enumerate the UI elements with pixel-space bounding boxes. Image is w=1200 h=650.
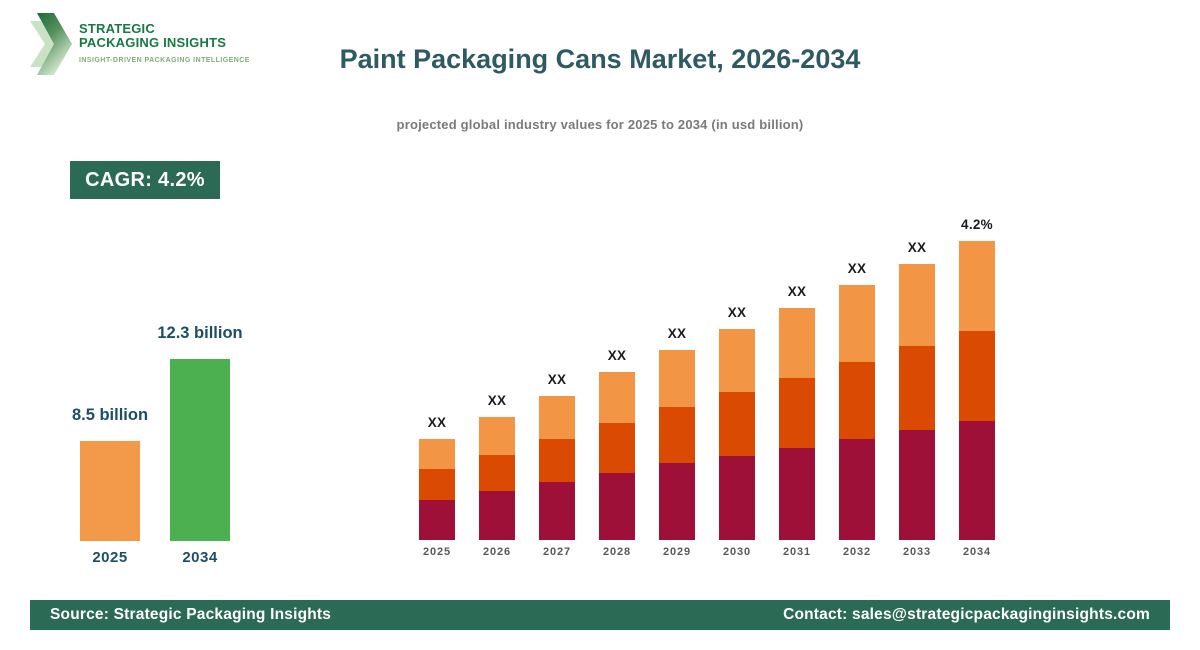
segment-bottom — [719, 456, 755, 540]
segment-bottom — [899, 430, 935, 540]
segment-top — [659, 350, 695, 407]
segment-middle — [599, 423, 635, 473]
segment-middle — [839, 362, 875, 439]
projection-stacked-chart: XX 2025 XX 2026 XX 2027 XX 2028 XX 2029 XX 2030 XX 20… — [419, 217, 995, 558]
segment-bottom — [959, 421, 995, 540]
bar-value-label: XX — [487, 393, 507, 408]
segment-bottom — [419, 500, 455, 540]
x-axis-label: 2026 — [482, 546, 512, 558]
bar-value-label: XX — [907, 240, 927, 255]
footer-bar: Source: Strategic Packaging Insights Con… — [30, 600, 1170, 630]
logo-tagline: INSIGHT-DRIVEN PACKAGING INTELLIGENCE — [79, 56, 250, 64]
stacked-bar-2033: XX 2033 — [899, 240, 935, 558]
x-axis-label: 2029 — [662, 546, 692, 558]
logo-text: STRATEGIC PACKAGING INSIGHTS INSIGHT-DRI… — [79, 13, 250, 64]
bar-value-label: XX — [787, 284, 807, 299]
page-title: Paint Packaging Cans Market, 2026-2034 — [339, 44, 861, 74]
segment-top — [899, 264, 935, 346]
summary-growth-chart: 8.5 billion 2025 12.3 billion 2034 — [72, 324, 243, 566]
bar-value-label: XX — [847, 261, 867, 276]
summary-value-label: 12.3 billion — [157, 324, 243, 342]
segment-bottom — [839, 439, 875, 540]
bar-value-label: 4.2% — [961, 217, 993, 232]
page-subtitle: projected global industry values for 202… — [396, 117, 804, 132]
summary-bar-2025: 8.5 billion 2025 — [72, 406, 148, 566]
x-axis-label: 2028 — [602, 546, 632, 558]
summary-value-label: 8.5 billion — [71, 406, 149, 424]
stacked-bar-2027: XX 2027 — [539, 372, 575, 558]
segment-bottom — [779, 448, 815, 540]
logo: STRATEGIC PACKAGING INSIGHTS INSIGHT-DRI… — [30, 13, 250, 75]
bar-value-label: XX — [427, 415, 447, 430]
bar-value-label: XX — [547, 372, 567, 387]
segment-middle — [719, 392, 755, 456]
segment-middle — [779, 378, 815, 448]
logo-name-line1: STRATEGIC — [79, 21, 155, 36]
segment-middle — [959, 331, 995, 421]
segment-top — [419, 439, 455, 469]
stacked-bar-2026: XX 2026 — [479, 393, 515, 558]
logo-name-line2: PACKAGING INSIGHTS — [79, 34, 227, 50]
segment-bottom — [659, 463, 695, 540]
stacked-bar-2032: XX 2032 — [839, 261, 875, 558]
segment-top — [719, 329, 755, 392]
summary-axis-label: 2034 — [182, 549, 218, 566]
x-axis-label: 2033 — [902, 546, 932, 558]
segment-bottom — [479, 491, 515, 540]
footer-contact: Contact: sales@strategicpackaginginsight… — [783, 606, 1150, 623]
stacked-bar-2029: XX 2029 — [659, 326, 695, 558]
segment-middle — [539, 439, 575, 482]
summary-bar-2034: 12.3 billion 2034 — [157, 324, 242, 566]
x-axis-label: 2031 — [782, 546, 812, 558]
segment-top — [479, 417, 515, 455]
segment-bottom — [539, 482, 575, 540]
bar-value-label: XX — [607, 348, 627, 363]
summary-axis-label: 2025 — [92, 549, 128, 566]
x-axis-label: 2034 — [962, 546, 992, 558]
segment-top — [599, 372, 635, 423]
segment-top — [539, 396, 575, 439]
x-axis-label: 2030 — [722, 546, 752, 558]
footer-source: Source: Strategic Packaging Insights — [50, 606, 332, 623]
stacked-bar-2031: XX 2031 — [779, 284, 815, 558]
segment-middle — [419, 469, 455, 500]
bar-value-label: XX — [667, 326, 687, 341]
stacked-bar-2034: 4.2% 2034 — [959, 217, 995, 558]
x-axis-label: 2032 — [842, 546, 872, 558]
segment-middle — [479, 455, 515, 491]
stacked-bar-2025: XX 2025 — [419, 415, 455, 558]
segment-top — [779, 308, 815, 378]
bar-value-label: XX — [727, 305, 747, 320]
stacked-bar-2028: XX 2028 — [599, 348, 635, 558]
segment-middle — [899, 346, 935, 430]
logo-chevron-icon — [30, 13, 72, 75]
x-axis-label: 2025 — [422, 546, 452, 558]
x-axis-label: 2027 — [542, 546, 572, 558]
segment-top — [839, 285, 875, 362]
segment-top — [959, 241, 995, 331]
cagr-badge: CAGR: 4.2% — [70, 161, 220, 199]
segment-bottom — [599, 473, 635, 540]
stacked-bar-2030: XX 2030 — [719, 305, 755, 558]
segment-middle — [659, 407, 695, 463]
